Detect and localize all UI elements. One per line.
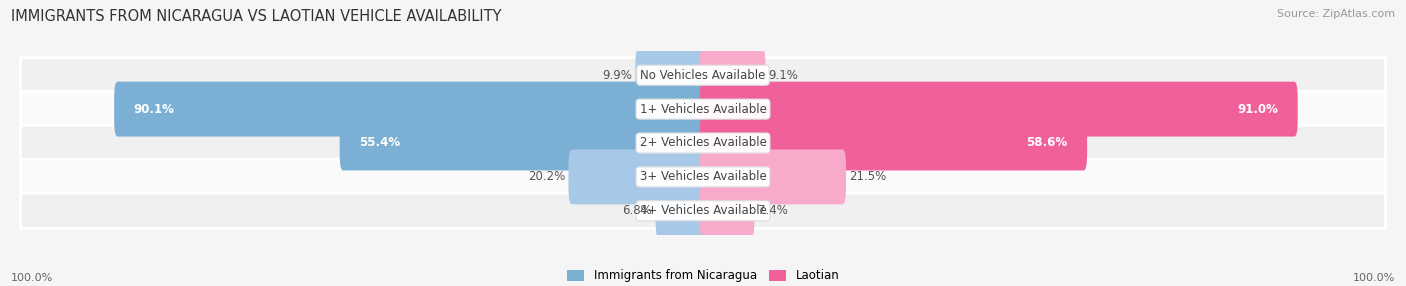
Text: No Vehicles Available: No Vehicles Available bbox=[640, 69, 766, 82]
FancyBboxPatch shape bbox=[700, 116, 1087, 170]
FancyBboxPatch shape bbox=[21, 92, 1385, 127]
Text: 100.0%: 100.0% bbox=[11, 273, 53, 283]
Text: 21.5%: 21.5% bbox=[849, 170, 887, 183]
Text: Source: ZipAtlas.com: Source: ZipAtlas.com bbox=[1277, 9, 1395, 19]
Text: IMMIGRANTS FROM NICARAGUA VS LAOTIAN VEHICLE AVAILABILITY: IMMIGRANTS FROM NICARAGUA VS LAOTIAN VEH… bbox=[11, 9, 502, 23]
FancyBboxPatch shape bbox=[21, 57, 1385, 93]
FancyBboxPatch shape bbox=[700, 183, 755, 238]
Text: 100.0%: 100.0% bbox=[1353, 273, 1395, 283]
Text: 2+ Vehicles Available: 2+ Vehicles Available bbox=[640, 136, 766, 150]
Text: 91.0%: 91.0% bbox=[1237, 103, 1278, 116]
FancyBboxPatch shape bbox=[21, 125, 1385, 161]
FancyBboxPatch shape bbox=[568, 150, 706, 204]
FancyBboxPatch shape bbox=[700, 82, 1298, 136]
Text: 9.1%: 9.1% bbox=[769, 69, 799, 82]
FancyBboxPatch shape bbox=[21, 193, 1385, 229]
Text: 6.8%: 6.8% bbox=[623, 204, 652, 217]
FancyBboxPatch shape bbox=[700, 48, 765, 103]
Text: 58.6%: 58.6% bbox=[1026, 136, 1067, 150]
Text: 7.4%: 7.4% bbox=[758, 204, 787, 217]
FancyBboxPatch shape bbox=[340, 116, 706, 170]
Text: 1+ Vehicles Available: 1+ Vehicles Available bbox=[640, 103, 766, 116]
FancyBboxPatch shape bbox=[636, 48, 706, 103]
Text: 55.4%: 55.4% bbox=[359, 136, 401, 150]
Legend: Immigrants from Nicaragua, Laotian: Immigrants from Nicaragua, Laotian bbox=[562, 265, 844, 286]
Text: 9.9%: 9.9% bbox=[602, 69, 633, 82]
Text: 90.1%: 90.1% bbox=[134, 103, 174, 116]
FancyBboxPatch shape bbox=[655, 183, 706, 238]
Text: 3+ Vehicles Available: 3+ Vehicles Available bbox=[640, 170, 766, 183]
FancyBboxPatch shape bbox=[700, 150, 846, 204]
FancyBboxPatch shape bbox=[21, 159, 1385, 194]
FancyBboxPatch shape bbox=[114, 82, 706, 136]
Text: 4+ Vehicles Available: 4+ Vehicles Available bbox=[640, 204, 766, 217]
Text: 20.2%: 20.2% bbox=[529, 170, 565, 183]
